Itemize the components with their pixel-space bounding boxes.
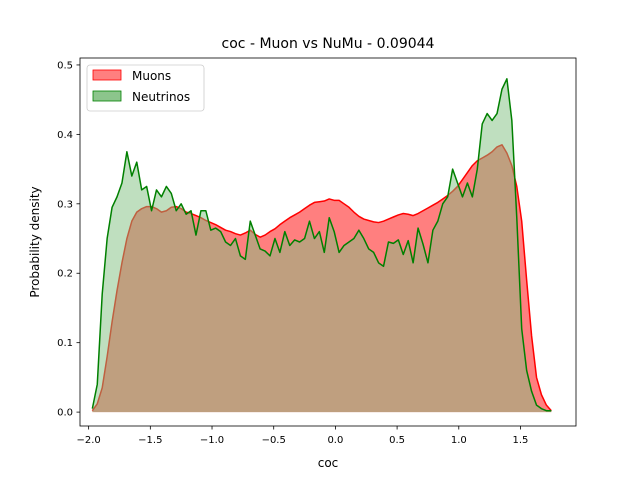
x-tick-label: −0.5: [262, 435, 286, 446]
series-line-neutrinos: [91, 78, 552, 412]
y-tick-label: 0.3: [57, 199, 73, 210]
chart-title: coc - Muon vs NuMu - 0.09044: [222, 36, 435, 52]
x-tick-label: 1.0: [451, 435, 467, 446]
legend-swatch-neutrinos: [92, 90, 122, 102]
x-tick-label: 0.5: [389, 435, 405, 446]
x-axis-label: coc: [318, 456, 339, 470]
y-tick-label: 0.2: [57, 269, 73, 280]
legend: Muons Neutrinos: [86, 64, 205, 112]
y-tick-label: 0.1: [57, 338, 73, 349]
legend-label-muons: Muons: [132, 69, 171, 83]
y-tick-label: 0.5: [57, 60, 73, 71]
y-axis-label: Probability density: [28, 186, 42, 297]
x-tick-label: −1.0: [200, 435, 224, 446]
y-tick-label: 0.4: [57, 130, 73, 141]
series-area-neutrinos: [92, 78, 552, 413]
plot-area: [91, 78, 552, 413]
y-tick-label: 0.0: [57, 408, 73, 419]
axes: −2.0 −1.5 −1.0 −0.5 0.0 0.5 1.0 1.5 0.0 0.1 0.2 0.3…: [57, 57, 577, 446]
plot-frame: [79, 57, 577, 427]
x-tick-label: 1.5: [513, 435, 529, 446]
legend-swatch-muons: [92, 69, 122, 81]
legend-label-neutrinos: Neutrinos: [132, 90, 190, 104]
x-tick-label: −2.0: [76, 435, 100, 446]
x-tick-label: −1.5: [138, 435, 162, 446]
x-tick-label: 0.0: [327, 435, 343, 446]
